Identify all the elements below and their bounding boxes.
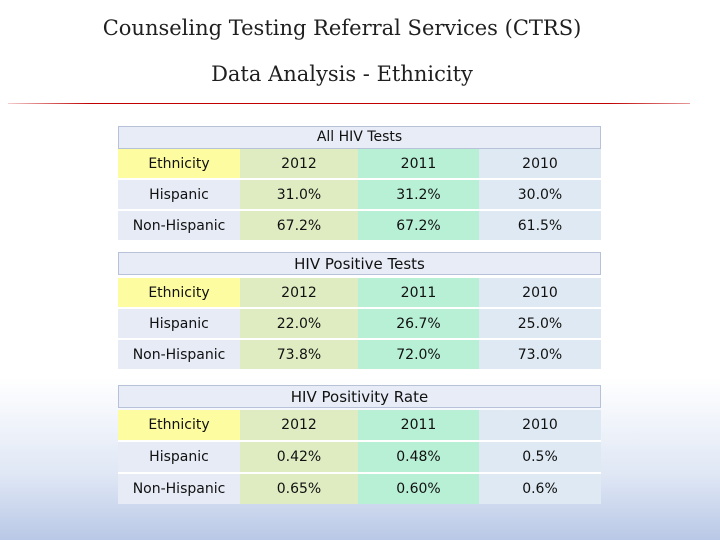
table-caption-all-hiv-tests: All HIV Tests [118, 126, 601, 149]
header-cell: 2010 [479, 149, 601, 180]
row-label: Non-Hispanic [118, 340, 240, 369]
header-cell: 2011 [358, 149, 479, 180]
table-row: Non-Hispanic 67.2% 67.2% 61.5% [118, 211, 601, 240]
table-header-row: Ethnicity 2012 2011 2010 [118, 149, 601, 180]
value-cell: 72.0% [358, 340, 479, 369]
value-cell: 0.48% [358, 442, 479, 474]
value-cell: 0.65% [240, 474, 358, 504]
value-cell: 26.7% [358, 309, 479, 340]
value-cell: 22.0% [240, 309, 358, 340]
table-hiv-positive-tests: Ethnicity 2012 2011 2010 Hispanic 22.0% … [118, 278, 601, 369]
table-row: Non-Hispanic 73.8% 72.0% 73.0% [118, 340, 601, 369]
value-cell: 0.6% [479, 474, 601, 504]
header-cell: Ethnicity [118, 149, 240, 180]
row-label: Non-Hispanic [118, 211, 240, 240]
header-cell: 2012 [240, 149, 358, 180]
table-caption-hiv-positive-tests: HIV Positive Tests [118, 252, 601, 275]
table-row: Hispanic 22.0% 26.7% 25.0% [118, 309, 601, 340]
row-label: Hispanic [118, 442, 240, 474]
header-cell: 2010 [479, 410, 601, 442]
table-row: Hispanic 0.42% 0.48% 0.5% [118, 442, 601, 474]
table-caption-hiv-positivity-rate: HIV Positivity Rate [118, 385, 601, 408]
value-cell: 0.42% [240, 442, 358, 474]
value-cell: 0.60% [358, 474, 479, 504]
title-divider [8, 103, 690, 104]
header-cell: 2010 [479, 278, 601, 309]
table-hiv-positivity-rate: Ethnicity 2012 2011 2010 Hispanic 0.42% … [118, 410, 601, 504]
value-cell: 73.8% [240, 340, 358, 369]
header-cell: Ethnicity [118, 410, 240, 442]
header-cell: 2011 [358, 410, 479, 442]
table-row: Non-Hispanic 0.65% 0.60% 0.6% [118, 474, 601, 504]
value-cell: 25.0% [479, 309, 601, 340]
table-all-hiv-tests: Ethnicity 2012 2011 2010 Hispanic 31.0% … [118, 149, 601, 240]
slide-title: Counseling Testing Referral Services (CT… [102, 16, 582, 40]
value-cell: 73.0% [479, 340, 601, 369]
value-cell: 0.5% [479, 442, 601, 474]
value-cell: 31.2% [358, 180, 479, 211]
table-row: Hispanic 31.0% 31.2% 30.0% [118, 180, 601, 211]
header-cell: 2012 [240, 278, 358, 309]
table-header-row: Ethnicity 2012 2011 2010 [118, 410, 601, 442]
value-cell: 31.0% [240, 180, 358, 211]
header-cell: 2011 [358, 278, 479, 309]
table-header-row: Ethnicity 2012 2011 2010 [118, 278, 601, 309]
row-label: Non-Hispanic [118, 474, 240, 504]
value-cell: 67.2% [240, 211, 358, 240]
value-cell: 30.0% [479, 180, 601, 211]
row-label: Hispanic [118, 180, 240, 211]
slide-subtitle: Data Analysis - Ethnicity [211, 62, 473, 86]
value-cell: 61.5% [479, 211, 601, 240]
header-cell: 2012 [240, 410, 358, 442]
header-cell: Ethnicity [118, 278, 240, 309]
value-cell: 67.2% [358, 211, 479, 240]
row-label: Hispanic [118, 309, 240, 340]
